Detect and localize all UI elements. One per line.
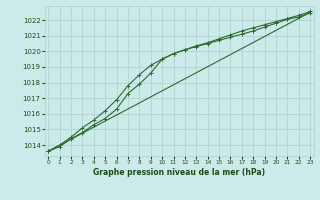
X-axis label: Graphe pression niveau de la mer (hPa): Graphe pression niveau de la mer (hPa) bbox=[93, 168, 265, 177]
